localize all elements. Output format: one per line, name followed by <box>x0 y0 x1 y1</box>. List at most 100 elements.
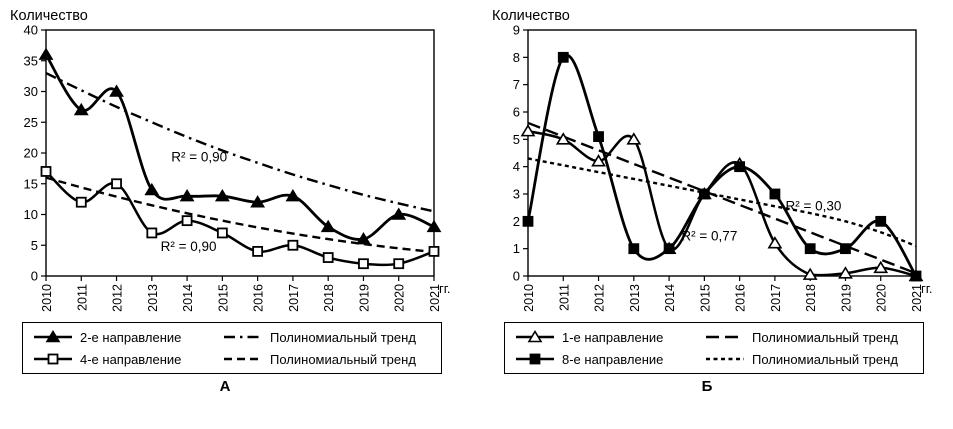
marker-square-open-icon <box>47 353 59 365</box>
marker-square-filled-icon <box>522 215 534 227</box>
legend-item: 1-е направление <box>515 329 701 345</box>
trend-line <box>45 176 435 254</box>
y-tick-label: 5 <box>31 238 38 253</box>
y-tick-label: 4 <box>513 159 520 174</box>
trend-line <box>527 157 917 248</box>
y-tick-label: 6 <box>513 105 520 120</box>
marker-triangle-filled-icon <box>109 84 124 97</box>
marker-triangle-filled-icon <box>73 102 89 116</box>
marker-square-filled-icon <box>875 215 887 227</box>
marker-triangle-filled-icon <box>285 188 301 202</box>
marker-triangle-open-icon <box>873 260 889 274</box>
legend-item: Полиномиальный тренд <box>705 329 917 345</box>
x-tick-label: 2012 <box>111 284 125 312</box>
legend-sample-dashed-icon <box>224 357 262 361</box>
x-tick-label: 2021 <box>910 284 924 312</box>
marker-triangle-open-icon <box>626 132 642 145</box>
marker-square-open-icon <box>75 196 87 208</box>
marker-square-open-icon <box>322 252 334 263</box>
marker-square-filled-icon <box>663 243 675 255</box>
x-tick-label: 2014 <box>663 284 677 312</box>
trend-line <box>45 71 435 213</box>
r-squared-annotation: R² = 0,90 <box>171 150 227 165</box>
marker-triangle-filled-icon <box>356 232 371 245</box>
legend-label: 1-е направление <box>562 329 664 345</box>
x-tick-label: 2019 <box>839 284 853 312</box>
plot-area <box>527 29 917 277</box>
marker-triangle-open-icon <box>591 154 606 167</box>
y-tick-label: 40 <box>24 23 38 38</box>
marker-triangle-open-icon <box>520 124 536 137</box>
marker-triangle-open-icon <box>802 267 818 280</box>
chart-block-b: Количество 0 1 2 3 4 5 6 7 8 9 2010 2011 2012 2013 2014… <box>490 6 942 395</box>
marker-square-filled-icon <box>557 51 569 63</box>
legend-item: Полиномиальный тренд <box>223 329 435 345</box>
y-tick-label: 15 <box>24 176 38 191</box>
marker-square-filled-icon <box>910 270 922 282</box>
legend-label: 4-е направление <box>80 351 182 367</box>
marker-triangle-filled-icon <box>179 188 195 202</box>
line-chart-a: Количество 0 5 10 15 20 25 30 35 40 2010 2011 2012 20… <box>10 8 451 312</box>
marker-triangle-filled-icon <box>391 207 407 220</box>
marker-square-open-icon <box>428 245 440 257</box>
x-tick-label: 2013 <box>146 284 160 312</box>
marker-triangle-filled-icon <box>250 195 266 208</box>
legend-label: 2-е направление <box>80 329 182 345</box>
x-tick-label: 2010 <box>40 284 54 312</box>
x-tick-label: 2013 <box>628 284 642 312</box>
marker-square-filled-icon <box>698 188 710 200</box>
marker-triangle-filled-icon <box>214 188 230 202</box>
marker-square-open-icon <box>181 215 193 227</box>
y-tick-label: 9 <box>513 23 520 38</box>
marker-triangle-open-icon <box>555 132 571 145</box>
x-tick-label: 2015 <box>698 284 712 312</box>
marker-square-filled-icon <box>734 161 746 173</box>
marker-triangle-filled-icon <box>144 182 160 196</box>
marker-square-open-icon <box>216 227 228 239</box>
y-tick-label: 2 <box>513 214 520 229</box>
legend-item: 4-е направление <box>33 351 219 367</box>
marker-square-open-icon <box>40 166 52 177</box>
caption-a: А <box>219 378 231 395</box>
x-axis-suffix: гг. <box>921 281 933 296</box>
marker-square-filled-icon <box>840 243 851 255</box>
legend-sample-triangle-open-icon <box>516 329 554 343</box>
legend-item: Полиномиальный тренд <box>705 351 917 367</box>
x-tick-label: 2014 <box>181 284 195 312</box>
x-tick-label: 2019 <box>357 284 371 312</box>
y-tick-label: 0 <box>31 269 38 284</box>
y-tick-label: 8 <box>513 50 520 65</box>
legend-label: Полиномиальный тренд <box>270 351 416 367</box>
legend-label: Полиномиальный тренд <box>752 329 898 345</box>
y-tick-label: 0 <box>513 269 520 284</box>
x-tick-label: 2016 <box>734 284 748 312</box>
marker-triangle-open-icon <box>527 329 543 343</box>
marker-square-open-icon <box>252 245 264 257</box>
legend-item: 2-е направление <box>33 329 219 345</box>
y-tick-label: 35 <box>24 53 38 68</box>
marker-square-filled-icon <box>529 353 541 365</box>
legend-item: 8-е направление <box>515 351 701 367</box>
x-tick-label: 2017 <box>287 284 301 312</box>
x-tick-label: 2012 <box>593 284 607 312</box>
marker-triangle-filled-icon <box>320 219 336 233</box>
y-tick-label: 30 <box>24 84 38 99</box>
r-squared-annotation: R² = 0,77 <box>681 228 737 243</box>
x-tick-label: 2018 <box>322 284 336 312</box>
figure: Количество 0 5 10 15 20 25 30 35 40 2010 2011 2012 20… <box>8 6 942 395</box>
marker-square-open-icon <box>393 258 405 270</box>
chart-block-a: Количество 0 5 10 15 20 25 30 35 40 2010 2011 2012 20… <box>8 6 460 395</box>
legend-sample-dot-icon <box>706 357 744 361</box>
x-tick-label: 2021 <box>428 284 442 312</box>
y-tick-label: 1 <box>513 241 520 256</box>
x-tick-label: 2020 <box>875 284 889 312</box>
legend-sample-square-open-icon <box>34 353 72 365</box>
marker-square-open-icon <box>111 178 122 190</box>
x-tick-label: 2011 <box>557 284 571 311</box>
x-tick-label: 2018 <box>804 284 818 312</box>
line-chart-b: Количество 0 1 2 3 4 5 6 7 8 9 2010 2011 2012 2013 2014… <box>492 8 933 312</box>
marker-triangle-open-icon <box>838 266 853 279</box>
x-tick-label: 2011 <box>75 284 89 311</box>
x-tick-label: 2017 <box>769 284 783 312</box>
marker-square-filled-icon <box>769 188 781 200</box>
